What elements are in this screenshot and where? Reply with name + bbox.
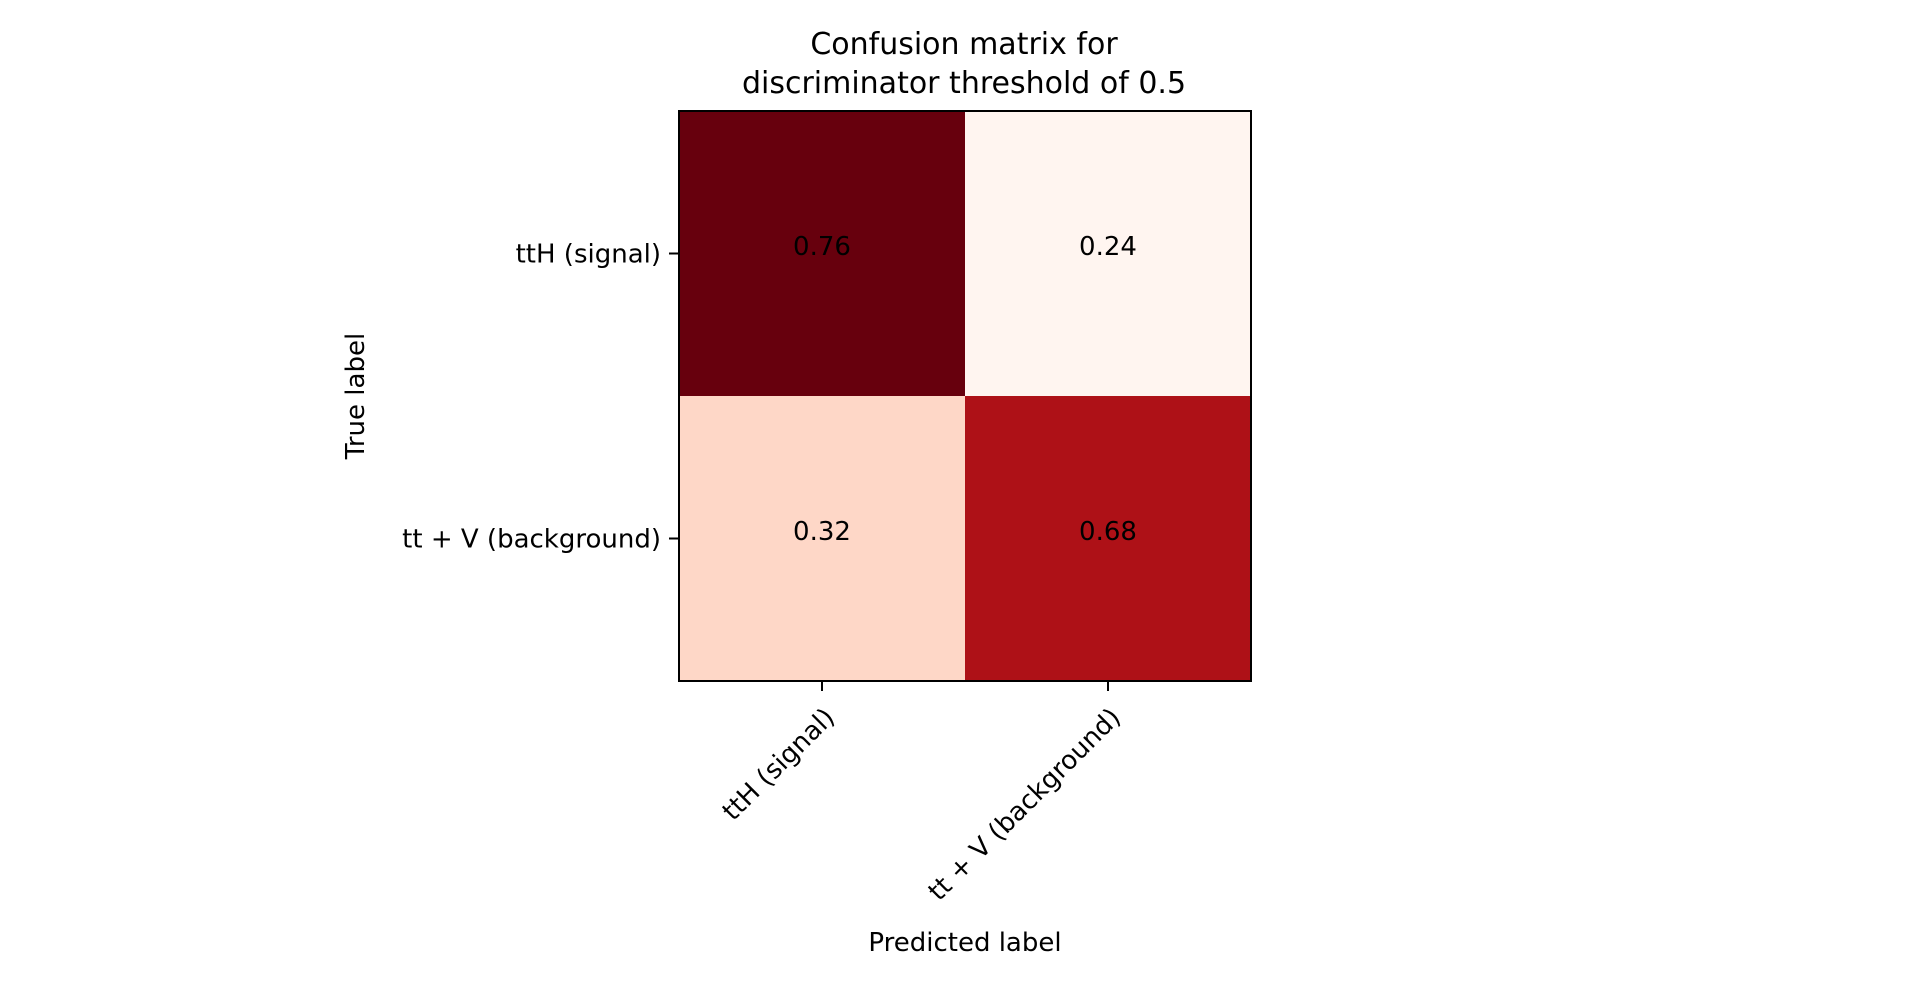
cell-value-label-r0-c0: 0.76	[793, 232, 851, 262]
plot-frame	[678, 110, 1252, 682]
chart-title-line-2: discriminator threshold of 0.5	[742, 66, 1186, 101]
y-tick-label-1: tt + V (background)	[402, 525, 661, 555]
chart-title-line-1: Confusion matrix for	[810, 27, 1118, 62]
heatmap-cell-r0-c1	[965, 111, 1251, 396]
cell-value-label-r0-c1: 0.24	[1079, 232, 1137, 262]
chart-title: Confusion matrix for discriminator thres…	[742, 27, 1186, 101]
cell-value-label-r1-c0: 0.32	[793, 517, 851, 547]
y-axis-label: True label	[341, 333, 371, 460]
heatmap-cell-labels: 0.76 0.24 0.32 0.68	[793, 232, 1137, 547]
x-axis-ticks: ttH (signal) tt + V (background)	[717, 681, 1127, 907]
y-tick-label-0: ttH (signal)	[516, 240, 661, 270]
cell-value-label-r1-c1: 0.68	[1079, 517, 1137, 547]
heatmap-cell-r0-c0	[679, 111, 965, 396]
x-tick-label-1: tt + V (background)	[923, 703, 1127, 907]
x-axis-label: Predicted label	[868, 928, 1061, 958]
x-tick-label-0: ttH (signal)	[717, 703, 841, 827]
heatmap-cells	[679, 111, 1251, 681]
heatmap-cell-r1-c1	[965, 396, 1251, 681]
y-axis-ticks: ttH (signal) tt + V (background)	[402, 240, 679, 555]
heatmap-cell-r1-c0	[679, 396, 965, 681]
